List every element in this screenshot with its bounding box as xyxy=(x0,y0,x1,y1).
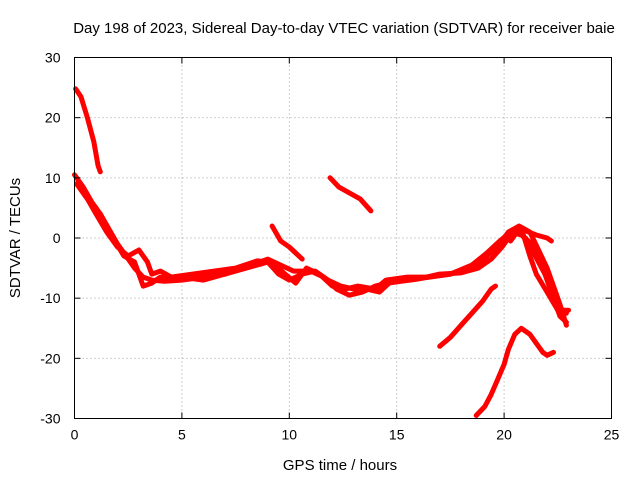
y-tick-label: -30 xyxy=(40,411,60,427)
x-tick-label: 10 xyxy=(282,427,298,443)
axis-ticks xyxy=(74,57,612,419)
series-arc-main-a xyxy=(72,172,569,316)
series-arc-12 xyxy=(327,175,374,214)
x-tick-label: 5 xyxy=(178,427,186,443)
x-tick-labels: 0 5 10 15 20 25 xyxy=(71,427,620,443)
series-arc-17 xyxy=(437,283,498,349)
data-traces xyxy=(72,86,571,418)
y-tick-label: 20 xyxy=(45,110,61,126)
x-tick-label: 15 xyxy=(389,427,405,443)
y-tick-label: -10 xyxy=(40,290,60,306)
y-tick-label: -20 xyxy=(40,350,60,366)
series-arc-9 xyxy=(269,223,305,262)
y-axis-label: SDTVAR / TECUs xyxy=(7,178,24,298)
grid xyxy=(74,57,612,419)
x-tick-label: 20 xyxy=(496,427,512,443)
series-arc-22-descent xyxy=(523,235,571,313)
series-arc-main-c xyxy=(82,193,569,325)
series-arc-19 xyxy=(473,325,556,418)
x-tick-label: 25 xyxy=(604,427,620,443)
y-tick-labels: -30 -20 -10 0 10 20 30 xyxy=(40,50,60,427)
y-tick-label: 10 xyxy=(45,170,61,186)
y-tick-label: 30 xyxy=(45,50,61,66)
y-tick-label: 0 xyxy=(53,230,61,246)
x-tick-label: 0 xyxy=(71,427,79,443)
chart-title: Day 198 of 2023, Sidereal Day-to-day VTE… xyxy=(73,20,615,37)
series-arc-top-right xyxy=(508,228,554,244)
x-axis-label: GPS time / hours xyxy=(283,457,397,474)
series-arc-early-high xyxy=(73,86,103,175)
